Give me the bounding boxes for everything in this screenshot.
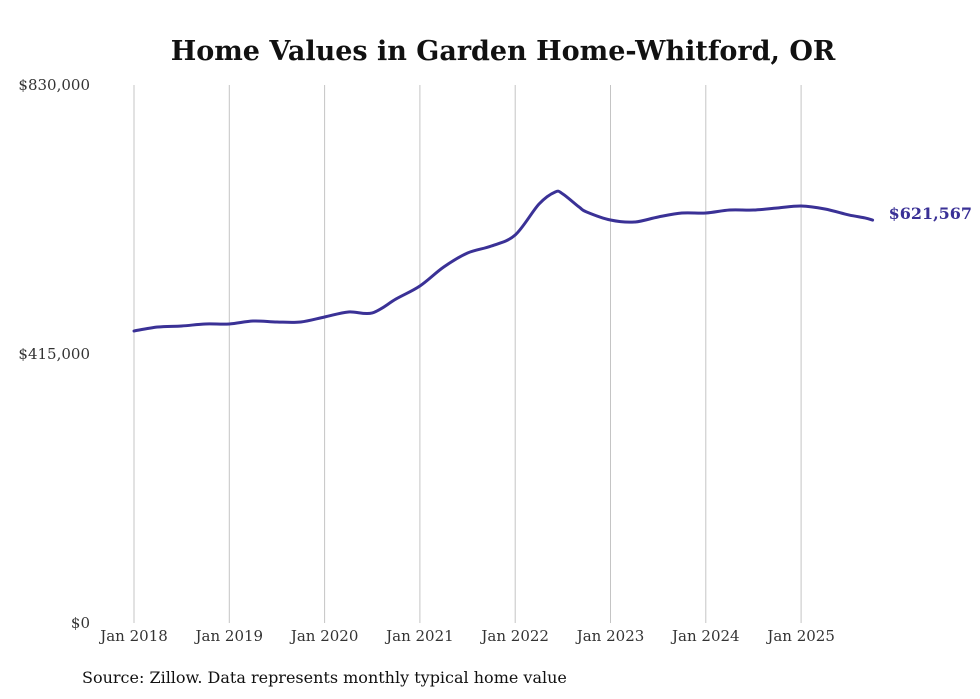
y-tick-label: $830,000 <box>18 76 90 94</box>
end-value-label: $621,567 <box>889 204 973 223</box>
y-tick-label: $0 <box>71 614 90 632</box>
chart-title: Home Values in Garden Home-Whitford, OR <box>171 36 836 67</box>
source-note: Source: Zillow. Data represents monthly … <box>82 668 567 687</box>
x-tick-label: Jan 2022 <box>479 627 549 645</box>
x-tick-label: Jan 2025 <box>765 627 835 645</box>
x-tick-label: Jan 2020 <box>289 627 359 645</box>
x-tick-label: Jan 2019 <box>194 627 264 645</box>
x-tick-label: Jan 2024 <box>670 627 740 645</box>
x-tick-label: Jan 2021 <box>384 627 454 645</box>
y-axis: $0 $415,000 $830,000 <box>18 76 90 632</box>
series-line <box>132 189 875 333</box>
y-tick-label: $415,000 <box>18 345 90 363</box>
grid-lines <box>133 85 802 623</box>
x-axis: Jan 2018 Jan 2019 Jan 2020 Jan 2021 Jan 2022… <box>98 627 835 645</box>
x-tick-label: Jan 2023 <box>575 627 645 645</box>
x-tick-label: Jan 2018 <box>98 627 168 645</box>
